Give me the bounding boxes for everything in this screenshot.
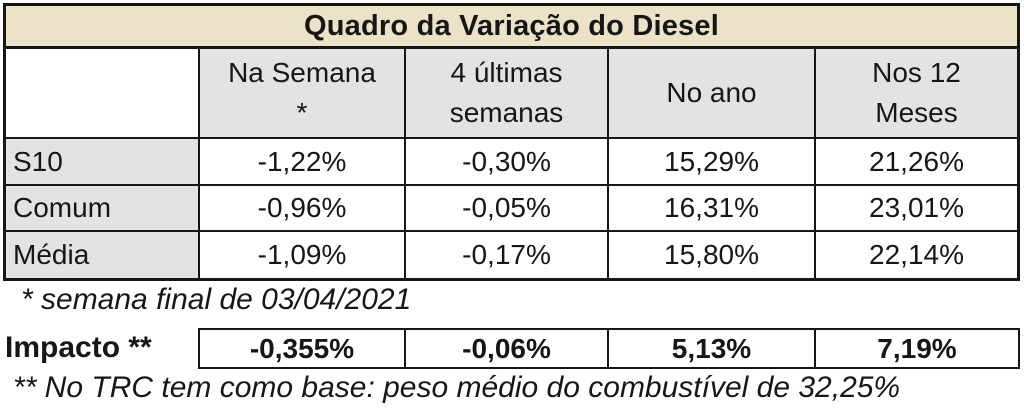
footnote-week-ending: * semana final de 03/04/2021	[21, 283, 412, 316]
s10-no-ano-value: 15,29%	[609, 139, 816, 186]
row-label-comum: Comum	[6, 186, 200, 232]
media-12-meses-value: 22,14%	[816, 232, 1017, 278]
comum-12-meses-value: 23,01%	[816, 186, 1017, 232]
media-no-ano-value: 15,80%	[609, 232, 816, 278]
s10-na-semana-value: -1,22%	[200, 139, 406, 186]
row-label-media: Média	[6, 232, 200, 278]
comum-na-semana-value: -0,96%	[200, 186, 406, 232]
header-empty-corner-cell	[6, 49, 200, 139]
comum-4-semanas-value: -0,05%	[406, 186, 609, 232]
row-label-s10: S10	[6, 139, 200, 186]
media-na-semana-value: -1,09%	[200, 232, 406, 278]
column-header-nos-12-meses: Nos 12 Meses	[816, 49, 1017, 139]
s10-4-semanas-value: -0,30%	[406, 139, 609, 186]
table-title: Quadro da Variação do Diesel	[6, 6, 1017, 49]
impact-na-semana-value: -0,355%	[200, 330, 406, 367]
media-4-semanas-value: -0,17%	[406, 232, 609, 278]
impact-row-label: Impacto **	[5, 331, 152, 364]
s10-12-meses-value: 21,26%	[816, 139, 1017, 186]
impact-12-meses-value: 7,19%	[877, 332, 957, 364]
column-header-no-ano: No ano	[609, 49, 816, 139]
column-header-na-semana: Na Semana *	[200, 49, 406, 139]
footnote-trc-base: ** No TRC tem como base: peso médio do c…	[13, 371, 901, 404]
impact-4-semanas-value: -0,06%	[406, 330, 609, 367]
comum-no-ano-value: 16,31%	[609, 186, 816, 232]
column-header-4-ultimas-semanas: 4 últimas semanas	[406, 49, 609, 139]
impact-values-row: -0,355% -0,06% 5,13% 7,19%	[198, 328, 1020, 369]
diesel-variation-table: Quadro da Variação do Diesel Na Semana *…	[3, 3, 1020, 281]
impact-no-ano-value: 5,13%	[609, 330, 816, 367]
